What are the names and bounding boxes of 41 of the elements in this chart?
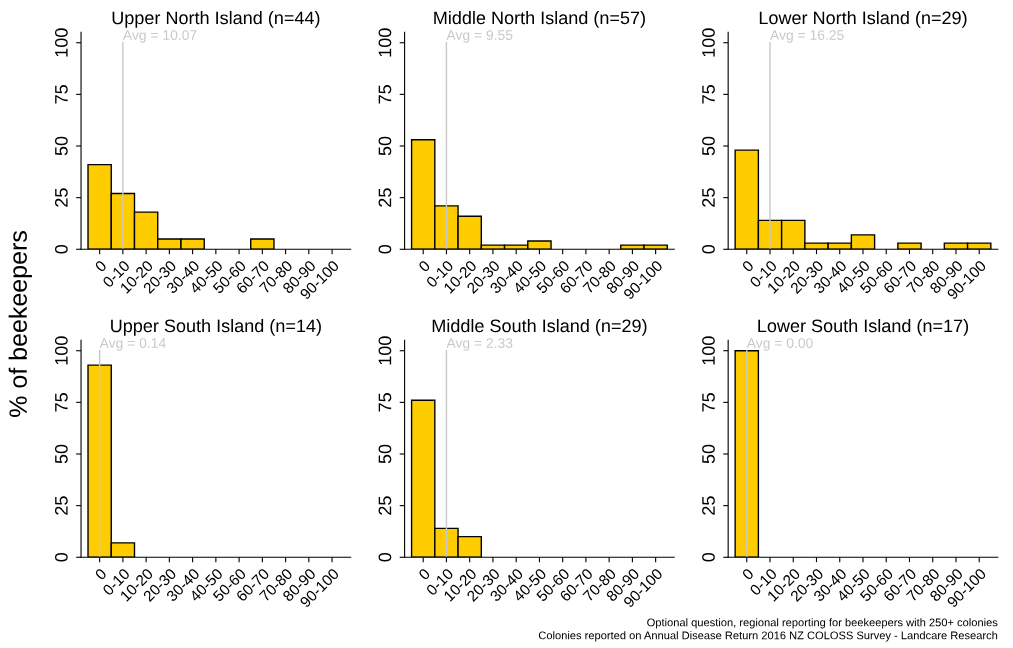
y-tick-label: 25: [54, 188, 68, 207]
y-tick-label: 100: [378, 28, 392, 57]
chart-title: Middle North Island (n=57): [434, 10, 645, 28]
y-tick-label: 100: [54, 28, 68, 57]
y-tick-label: 100: [702, 336, 715, 365]
y-tick-label: 50: [702, 136, 715, 156]
chart-title: Lower South Island (n=17): [758, 318, 969, 336]
text: Colonies reported on Annual Disease Return 2016 NZ COLOSS Survey - Landcare Research: [538, 631, 998, 642]
y-axis-title: % of beekeepers: [8, 231, 32, 417]
chart-title: Upper North Island (n=44): [112, 10, 320, 28]
y-tick-label: 50: [54, 136, 68, 156]
y-tick-label: 75: [378, 85, 392, 104]
y-tick-label: 0: [378, 244, 392, 254]
y-tick-label: 0: [54, 552, 68, 562]
y-tick-label: 50: [378, 444, 392, 464]
y-tick-label: 25: [702, 496, 715, 515]
y-tick-label: 0: [378, 552, 392, 562]
y-tick-label: 0: [702, 244, 715, 254]
y-tick-label: 50: [702, 444, 715, 464]
chart-title: Upper South Island (n=14): [111, 318, 321, 336]
y-tick-label: 0: [702, 552, 715, 562]
y-tick-label: 100: [378, 336, 392, 365]
x-tick-label: 0: [417, 567, 431, 581]
y-tick-label: 25: [702, 188, 715, 207]
y-tick-label: 0: [54, 244, 68, 254]
chart-title: Middle South Island (n=29): [432, 318, 647, 336]
y-tick-label: 75: [702, 85, 715, 104]
y-tick-label: 75: [702, 393, 715, 412]
y-tick-label: 75: [378, 393, 392, 412]
y-tick-label: 100: [54, 336, 68, 365]
x-tick-label: 0: [417, 259, 431, 273]
y-tick-label: 25: [378, 496, 392, 515]
chart-title: Lower North Island (n=29): [759, 10, 967, 28]
y-tick-label: 50: [378, 136, 392, 156]
y-tick-label: 100: [702, 28, 715, 57]
y-tick-label: 25: [378, 188, 392, 207]
y-tick-label: 75: [55, 85, 68, 104]
text: Optional question, regional reporting for beekeepers with 250+ colonies: [647, 618, 998, 629]
y-tick-label: 25: [54, 496, 68, 515]
y-tick-label: 50: [54, 444, 68, 464]
y-tick-label: 75: [55, 393, 68, 412]
